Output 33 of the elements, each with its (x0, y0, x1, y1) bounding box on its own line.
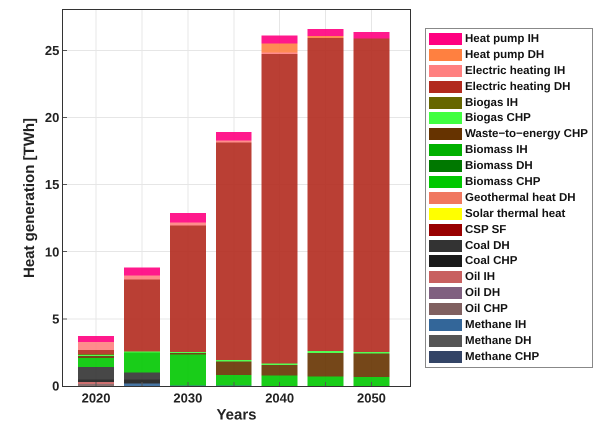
legend-label: Heat pump DH (465, 48, 544, 61)
x-axis-title: Years (216, 406, 257, 424)
x-tick-label: 2020 (82, 390, 111, 406)
legend-label: Oil IH (465, 271, 496, 284)
legend-label: Biomass IH (465, 144, 528, 156)
legend-label: Methane DH (465, 334, 532, 347)
legend-label: Coal CHP (465, 255, 518, 268)
legend-label: Oil DH (465, 287, 500, 300)
legend-label: Methane IH (465, 318, 526, 331)
y-tick-label: 15 (44, 177, 60, 192)
legend-label: Biomass CHP (465, 176, 540, 188)
legend-label: Solar thermal heat (465, 208, 566, 220)
legend-label: CSP SF (465, 224, 506, 236)
y-tick-label: 20 (44, 110, 60, 125)
legend-label: Biogas IH (465, 96, 518, 108)
legend-label: Biogas CHP (465, 112, 531, 124)
y-tick-label: 10 (44, 244, 60, 260)
legend-label: Heat pump IH (465, 32, 540, 45)
x-tick-label: 2040 (265, 390, 294, 406)
x-tick-label: 2050 (356, 390, 386, 406)
legend-label: Geothermal heat DH (465, 192, 576, 204)
legend-label: Oil CHP (465, 303, 508, 316)
legend-label: Coal DH (465, 240, 510, 252)
legend-label: Methane CHP (465, 350, 540, 363)
y-tick-label: 5 (52, 311, 60, 326)
y-tick-label: 25 (44, 42, 60, 58)
y-tick-label: 0 (52, 378, 60, 394)
legend-label: Electric heating DH (465, 80, 570, 93)
legend-label: Biomass DH (465, 160, 533, 172)
legend-label: Electric heating IH (465, 64, 566, 77)
y-axis-title: Heat generation [TWh] (21, 118, 38, 278)
x-tick-label: 2030 (173, 390, 202, 406)
legend-label: Waste−to−energy CHP (465, 128, 588, 140)
